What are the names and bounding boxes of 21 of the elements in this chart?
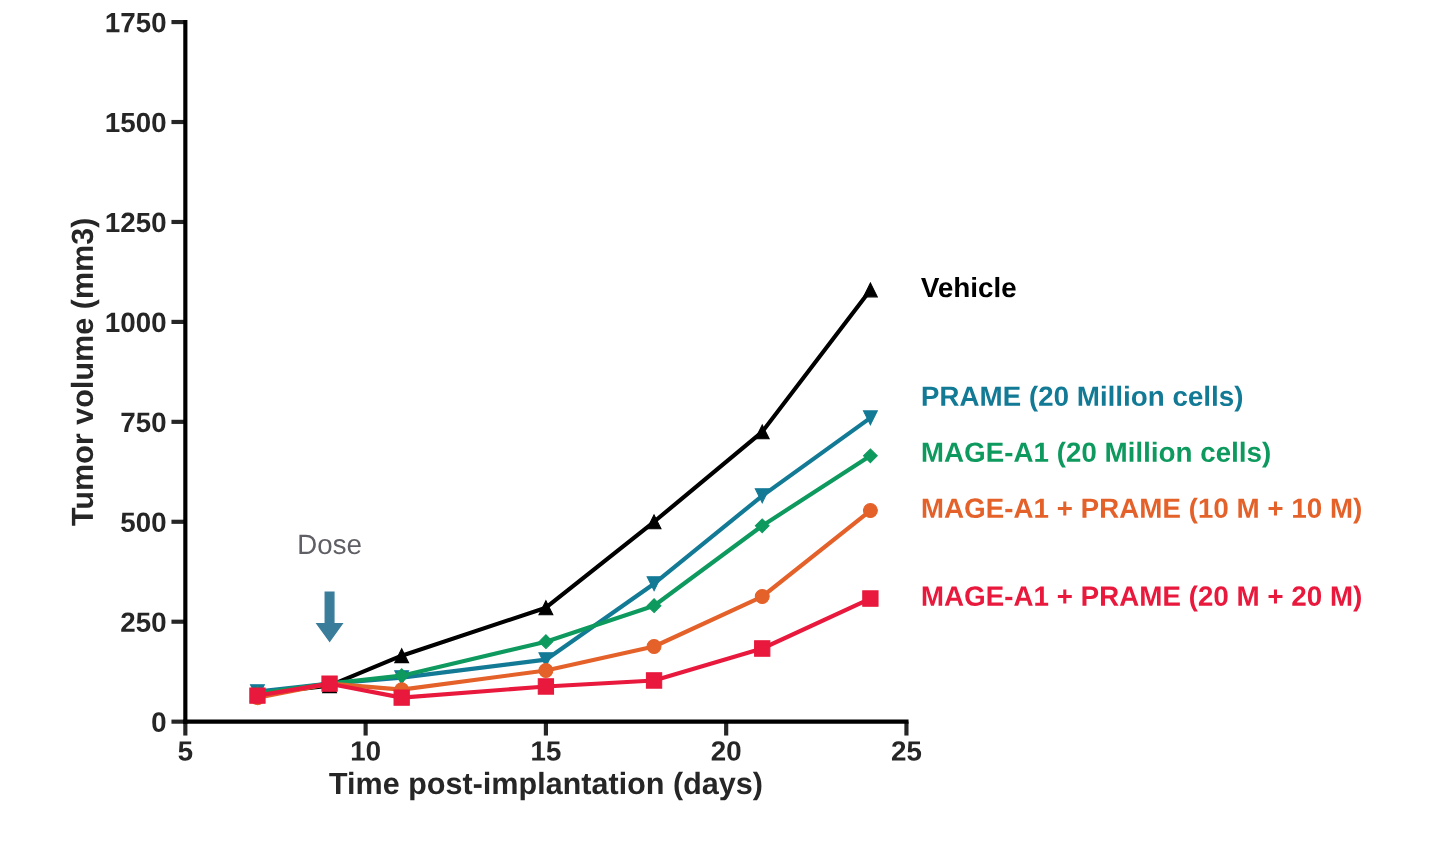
x-tick-label: 15: [532, 741, 561, 761]
y-tick-label: 250: [121, 612, 166, 633]
series-label: MAGE-A1 + PRAME (20 M + 20 M): [922, 585, 1361, 612]
series-label: MAGE-A1 + PRAME (10 M + 10 M): [922, 497, 1361, 524]
y-axis-title: Tumor volume (mm3): [70, 219, 100, 526]
annotation: Dose: [299, 534, 361, 555]
y-tick-label: 750: [121, 412, 166, 433]
x-tick-label: 5: [178, 741, 193, 761]
series-label: MAGE-A1 (20 Million cells): [922, 441, 1270, 468]
y-tick-label: 1000: [106, 312, 166, 333]
y-tick-label: 0: [152, 712, 166, 732]
y-tick-label: 500: [121, 512, 166, 533]
series-label: PRAME (20 Million cells): [922, 385, 1243, 412]
y-tick-label: 1250: [106, 212, 166, 233]
y-tick-label: 1750: [106, 12, 166, 33]
x-tick-label: 20: [711, 741, 741, 761]
x-tick-label: 10: [351, 741, 380, 761]
y-tick-label: 1500: [106, 112, 166, 133]
series-label: Vehicle: [921, 276, 1016, 298]
x-tick-label: 25: [891, 741, 922, 761]
x-axis-title: Time post-implantation (days): [329, 771, 762, 801]
